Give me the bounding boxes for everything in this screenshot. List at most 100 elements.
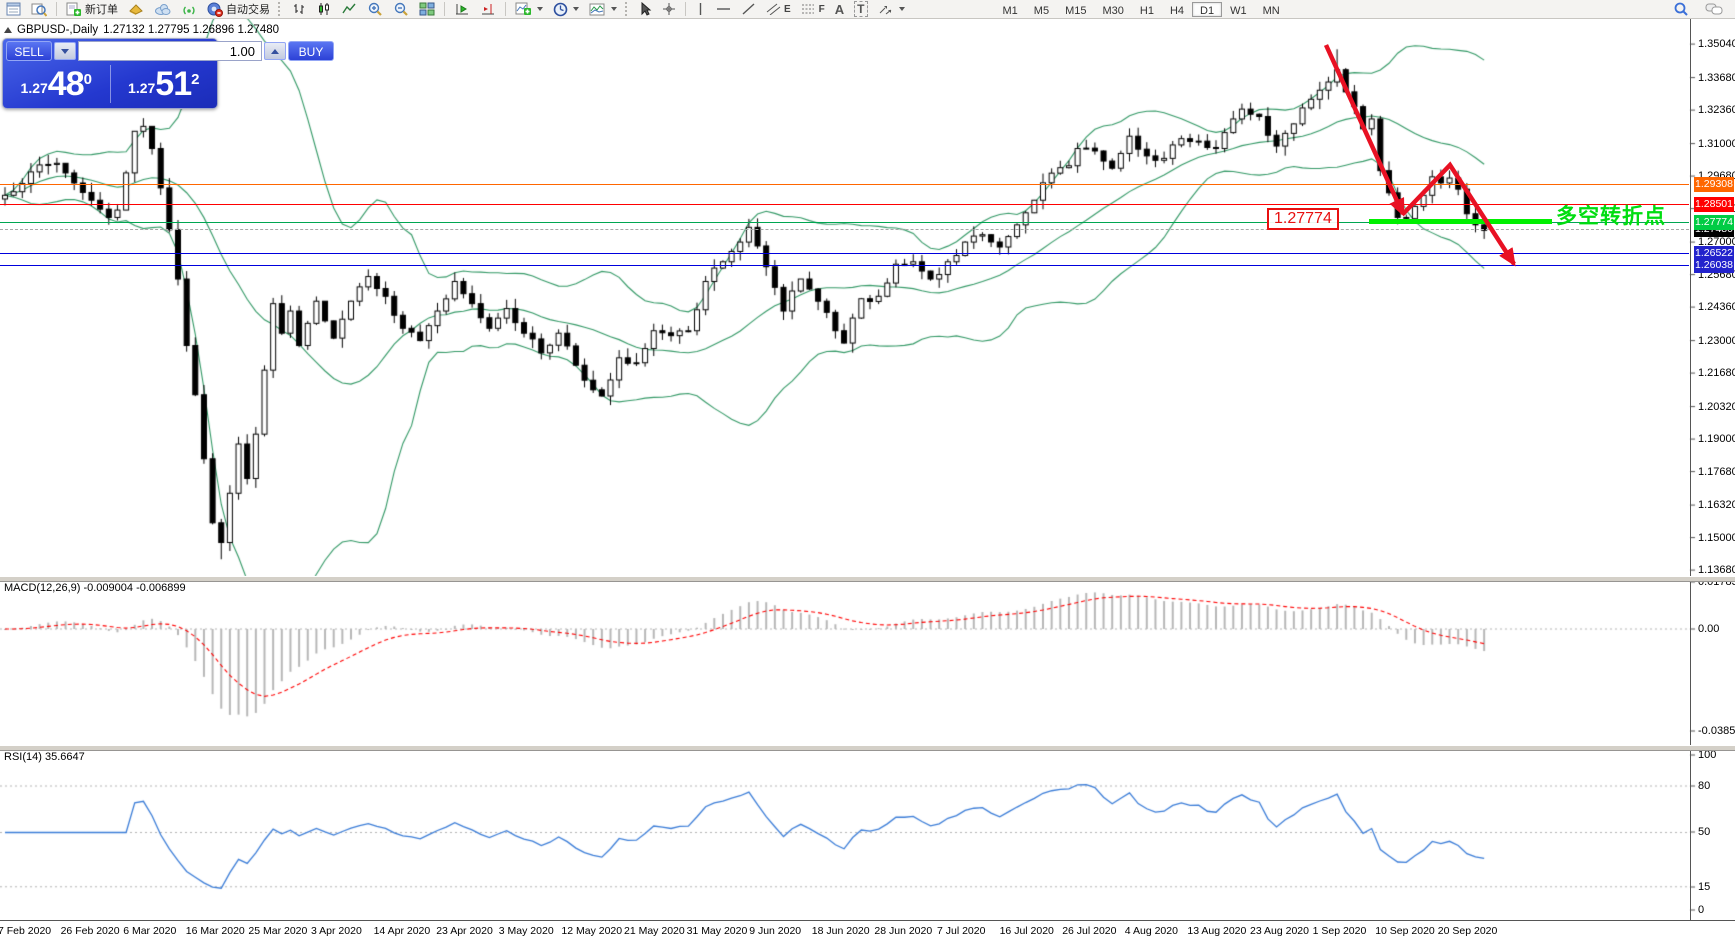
timeframe-m1[interactable]: M1 bbox=[995, 2, 1026, 17]
main-toolbar: 新订单 自动交易 bbox=[0, 0, 1735, 19]
price-tick-label: 1.19000 bbox=[1698, 433, 1735, 446]
search-icon[interactable] bbox=[1669, 1, 1693, 18]
price-line-object[interactable] bbox=[0, 253, 1689, 254]
volume-down-button[interactable] bbox=[54, 42, 76, 60]
chart-shift-icon[interactable] bbox=[476, 1, 500, 18]
trendline-icon[interactable] bbox=[737, 1, 760, 18]
pane-divider-rsi[interactable] bbox=[0, 745, 1735, 751]
templates-icon[interactable] bbox=[585, 1, 621, 18]
periods-icon[interactable] bbox=[549, 1, 583, 18]
pane-divider-macd[interactable] bbox=[0, 576, 1735, 582]
support-segment-object[interactable] bbox=[1369, 219, 1552, 224]
dropdown-caret bbox=[898, 7, 905, 11]
signals-icon[interactable] bbox=[177, 1, 201, 18]
timeframe-d1[interactable]: D1 bbox=[1192, 1, 1223, 17]
timeframe-m15[interactable]: M15 bbox=[1057, 2, 1094, 17]
annotation-text[interactable]: 多空转折点 bbox=[1556, 205, 1666, 228]
timeframe-mn[interactable]: MN bbox=[1255, 2, 1288, 17]
text-icon[interactable]: A bbox=[831, 1, 848, 18]
price-tick-label: 1.31000 bbox=[1698, 137, 1735, 150]
rsi-tick-label: 0 bbox=[1698, 904, 1705, 916]
fibo-letter: F bbox=[818, 3, 825, 15]
bar-chart-icon[interactable] bbox=[288, 1, 311, 18]
timeframe-h1[interactable]: H1 bbox=[1132, 2, 1162, 17]
label-letter: T bbox=[854, 1, 868, 17]
line-chart-icon[interactable] bbox=[338, 1, 361, 18]
timeframe-h4[interactable]: H4 bbox=[1162, 2, 1192, 17]
zoom-in-icon[interactable] bbox=[363, 1, 387, 18]
date-label: 18 Jun 2020 bbox=[811, 925, 870, 937]
price-line-object[interactable] bbox=[0, 265, 1689, 266]
toolbar-grip bbox=[625, 2, 631, 16]
volume-up-button[interactable] bbox=[264, 42, 286, 60]
tile-windows-icon[interactable] bbox=[415, 1, 439, 18]
fibonacci-icon[interactable]: F bbox=[797, 1, 829, 18]
toolbar-separator bbox=[505, 2, 506, 16]
price-line-object[interactable] bbox=[0, 204, 1689, 205]
price-tick-label: 1.32360 bbox=[1698, 104, 1735, 117]
vertical-line-icon[interactable] bbox=[691, 1, 710, 18]
support-price-box[interactable]: 1.27774 bbox=[1267, 208, 1339, 230]
date-label: 7 Feb 2020 bbox=[0, 925, 52, 937]
cloud-icon[interactable] bbox=[150, 1, 175, 18]
autotrading-label: 自动交易 bbox=[226, 4, 270, 16]
price-tick-label: 1.21680 bbox=[1698, 367, 1735, 380]
volume-input[interactable] bbox=[78, 41, 262, 61]
date-label: 28 Jun 2020 bbox=[874, 925, 933, 937]
autotrading-button[interactable]: 自动交易 bbox=[203, 1, 274, 18]
expert-advisors-icon[interactable] bbox=[124, 1, 148, 18]
price-tick-label: 1.20320 bbox=[1698, 400, 1735, 413]
equidistant-channel-icon[interactable]: E bbox=[762, 1, 795, 18]
new-order-button[interactable]: 新订单 bbox=[62, 1, 122, 18]
trade-panel-prices: 1.27 48 0 1.27 51 2 bbox=[3, 63, 217, 105]
toolbar-separator bbox=[56, 2, 57, 16]
price-line-object[interactable] bbox=[0, 222, 1689, 223]
price-line-object[interactable] bbox=[0, 229, 1689, 230]
candlestick-icon[interactable] bbox=[313, 1, 336, 18]
date-label: 14 Apr 2020 bbox=[373, 925, 431, 937]
macd-label: MACD(12,26,9) -0.009004 -0.006899 bbox=[4, 582, 186, 594]
rsi-tick-label: 100 bbox=[1698, 749, 1717, 761]
price-line-object[interactable] bbox=[0, 184, 1689, 185]
macd-tick-label: -0.038559 bbox=[1698, 725, 1735, 737]
date-label: 26 Jul 2020 bbox=[1062, 925, 1117, 937]
timeframe-w1[interactable]: W1 bbox=[1222, 2, 1255, 17]
price-tick-label: 1.33680 bbox=[1698, 71, 1735, 84]
price-tick-label: 1.13680 bbox=[1698, 564, 1735, 577]
timeframe-m30[interactable]: M30 bbox=[1094, 2, 1131, 17]
price-tag: 1.29308 bbox=[1694, 177, 1734, 192]
horizontal-line-icon[interactable] bbox=[712, 1, 735, 18]
text-letter: A bbox=[834, 1, 845, 17]
price-tick-label: 1.27000 bbox=[1698, 236, 1735, 249]
chat-icon[interactable] bbox=[1701, 1, 1727, 18]
text-label-icon[interactable]: T bbox=[850, 1, 871, 18]
cursor-icon[interactable] bbox=[635, 1, 656, 18]
date-label: 21 May 2020 bbox=[624, 925, 685, 937]
sell-button[interactable]: SELL bbox=[6, 41, 52, 61]
data-window-icon[interactable] bbox=[27, 1, 51, 18]
date-label: 26 Feb 2020 bbox=[60, 925, 120, 937]
sell-price-big: 48 bbox=[47, 65, 85, 103]
date-label: 13 Aug 2020 bbox=[1187, 925, 1247, 937]
toolbar-separator bbox=[444, 2, 445, 16]
buy-button[interactable]: BUY bbox=[288, 41, 334, 61]
indicators-icon[interactable] bbox=[511, 1, 547, 18]
charts-window-icon[interactable] bbox=[2, 1, 25, 18]
price-tag: 1.28501 bbox=[1694, 197, 1734, 212]
zoom-out-icon[interactable] bbox=[389, 1, 413, 18]
buy-price[interactable]: 1.27 51 2 bbox=[111, 63, 218, 105]
timeframe-m5[interactable]: M5 bbox=[1026, 2, 1057, 17]
triangle-down-icon bbox=[61, 48, 69, 54]
sell-price-small: 1.27 bbox=[20, 80, 48, 96]
auto-scroll-icon[interactable] bbox=[450, 1, 474, 18]
crosshair-icon[interactable] bbox=[658, 1, 680, 18]
rsi-tick-label: 80 bbox=[1698, 780, 1711, 792]
dropdown-caret bbox=[611, 7, 617, 11]
collapse-icon[interactable] bbox=[4, 27, 12, 33]
sell-price[interactable]: 1.27 48 0 bbox=[3, 63, 110, 105]
shapes-icon[interactable] bbox=[874, 1, 909, 18]
price-tick-label: 1.24360 bbox=[1698, 301, 1735, 314]
